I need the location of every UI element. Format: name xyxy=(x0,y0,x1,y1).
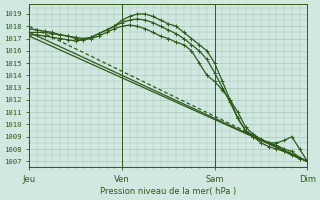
X-axis label: Pression niveau de la mer( hPa ): Pression niveau de la mer( hPa ) xyxy=(100,187,236,196)
